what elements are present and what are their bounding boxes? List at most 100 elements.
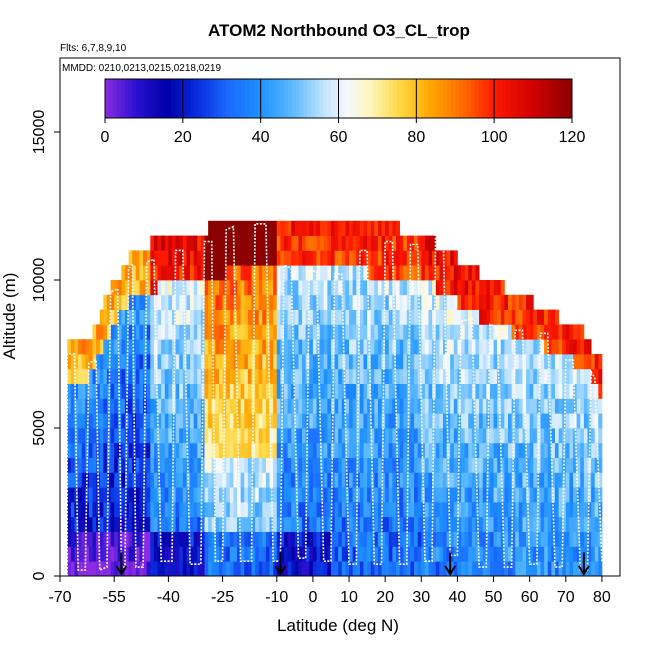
heatmap-cell bbox=[284, 531, 289, 547]
heatmap-cell bbox=[139, 250, 144, 266]
heatmap-cell bbox=[569, 502, 574, 518]
heatmap-cell bbox=[464, 561, 469, 577]
heatmap-cell bbox=[540, 428, 545, 444]
heatmap-cell bbox=[298, 339, 303, 355]
heatmap-cell bbox=[294, 250, 299, 266]
heatmap-cell bbox=[302, 413, 307, 429]
heatmap-cell bbox=[356, 220, 361, 236]
heatmap-cell bbox=[504, 428, 509, 444]
heatmap-cell bbox=[74, 368, 79, 384]
heatmap-cell bbox=[229, 339, 234, 355]
heatmap-cell bbox=[237, 220, 242, 236]
heatmap-cell bbox=[168, 457, 173, 473]
heatmap-cell bbox=[132, 309, 137, 325]
heatmap-cell bbox=[410, 516, 415, 532]
heatmap-cell bbox=[161, 235, 166, 251]
heatmap-cell bbox=[359, 280, 364, 296]
heatmap-cell bbox=[500, 428, 505, 444]
heatmap-cell bbox=[186, 235, 191, 251]
heatmap-cell bbox=[139, 502, 144, 518]
colorbar-segment bbox=[241, 79, 246, 118]
heatmap-cell bbox=[536, 428, 541, 444]
heatmap-cell bbox=[99, 309, 104, 325]
heatmap-cell bbox=[493, 442, 498, 458]
heatmap-cell bbox=[399, 398, 404, 414]
heatmap-cell bbox=[146, 428, 151, 444]
heatmap-cell bbox=[352, 280, 357, 296]
heatmap-cell bbox=[276, 294, 281, 310]
heatmap-cell bbox=[309, 457, 314, 473]
heatmap-cell bbox=[504, 309, 509, 325]
heatmap-cell bbox=[396, 413, 401, 429]
heatmap-cell bbox=[522, 294, 527, 310]
heatmap-cell bbox=[471, 339, 476, 355]
heatmap-cell bbox=[99, 368, 104, 384]
heatmap-cell bbox=[562, 413, 567, 429]
heatmap-cell bbox=[172, 280, 177, 296]
heatmap-cell bbox=[457, 383, 462, 399]
heatmap-cell bbox=[273, 457, 278, 473]
heatmap-cell bbox=[197, 383, 202, 399]
heatmap-cell bbox=[233, 280, 238, 296]
x-tick-label: -40 bbox=[157, 589, 180, 606]
heatmap-cell bbox=[233, 265, 238, 281]
heatmap-cell bbox=[341, 502, 346, 518]
heatmap-cell bbox=[475, 531, 480, 547]
heatmap-cell bbox=[323, 309, 328, 325]
heatmap-cell bbox=[518, 516, 523, 532]
heatmap-cell bbox=[594, 472, 599, 488]
heatmap-cell bbox=[284, 368, 289, 384]
heatmap-cell bbox=[334, 457, 339, 473]
heatmap-cell bbox=[208, 428, 213, 444]
heatmap-cell bbox=[258, 516, 263, 532]
heatmap-cell bbox=[529, 561, 534, 577]
heatmap-cell bbox=[146, 324, 151, 340]
heatmap-cell bbox=[153, 265, 158, 281]
heatmap-cell bbox=[320, 250, 325, 266]
heatmap-cell bbox=[143, 280, 148, 296]
heatmap-cell bbox=[377, 561, 382, 577]
heatmap-cell bbox=[569, 368, 574, 384]
heatmap-cell bbox=[529, 413, 534, 429]
heatmap-cell bbox=[562, 516, 567, 532]
heatmap-cell bbox=[280, 442, 285, 458]
heatmap-cell bbox=[562, 561, 567, 577]
heatmap-cell bbox=[551, 324, 556, 340]
heatmap-cell bbox=[450, 250, 455, 266]
heatmap-cell bbox=[435, 457, 440, 473]
heatmap-cell bbox=[320, 546, 325, 562]
heatmap-cell bbox=[132, 339, 137, 355]
heatmap-cell bbox=[338, 442, 343, 458]
colorbar-segment bbox=[556, 79, 561, 118]
heatmap-cell bbox=[377, 472, 382, 488]
heatmap-cell bbox=[544, 472, 549, 488]
heatmap-cell bbox=[78, 428, 83, 444]
heatmap-cell bbox=[258, 502, 263, 518]
heatmap-cell bbox=[265, 502, 270, 518]
heatmap-cell bbox=[294, 339, 299, 355]
heatmap-cell bbox=[403, 457, 408, 473]
heatmap-cell bbox=[424, 309, 429, 325]
heatmap-cell bbox=[406, 235, 411, 251]
heatmap-cell bbox=[240, 502, 245, 518]
heatmap-cell bbox=[190, 561, 195, 577]
heatmap-cell bbox=[179, 502, 184, 518]
heatmap-cell bbox=[359, 354, 364, 370]
heatmap-cell bbox=[229, 442, 234, 458]
heatmap-cell bbox=[399, 472, 404, 488]
heatmap-cell bbox=[345, 324, 350, 340]
colorbar-segment bbox=[525, 79, 530, 118]
heatmap-cell bbox=[247, 294, 252, 310]
heatmap-cell bbox=[190, 531, 195, 547]
heatmap-cell bbox=[168, 487, 173, 503]
heatmap-cell bbox=[388, 413, 393, 429]
heatmap-cell bbox=[500, 324, 505, 340]
heatmap-cell bbox=[356, 472, 361, 488]
heatmap-cell bbox=[367, 546, 372, 562]
heatmap-cell bbox=[399, 502, 404, 518]
heatmap-cell bbox=[269, 398, 274, 414]
heatmap-cell bbox=[273, 250, 278, 266]
heatmap-cell bbox=[482, 368, 487, 384]
heatmap-cell bbox=[218, 546, 223, 562]
colorbar-segment bbox=[435, 79, 441, 118]
